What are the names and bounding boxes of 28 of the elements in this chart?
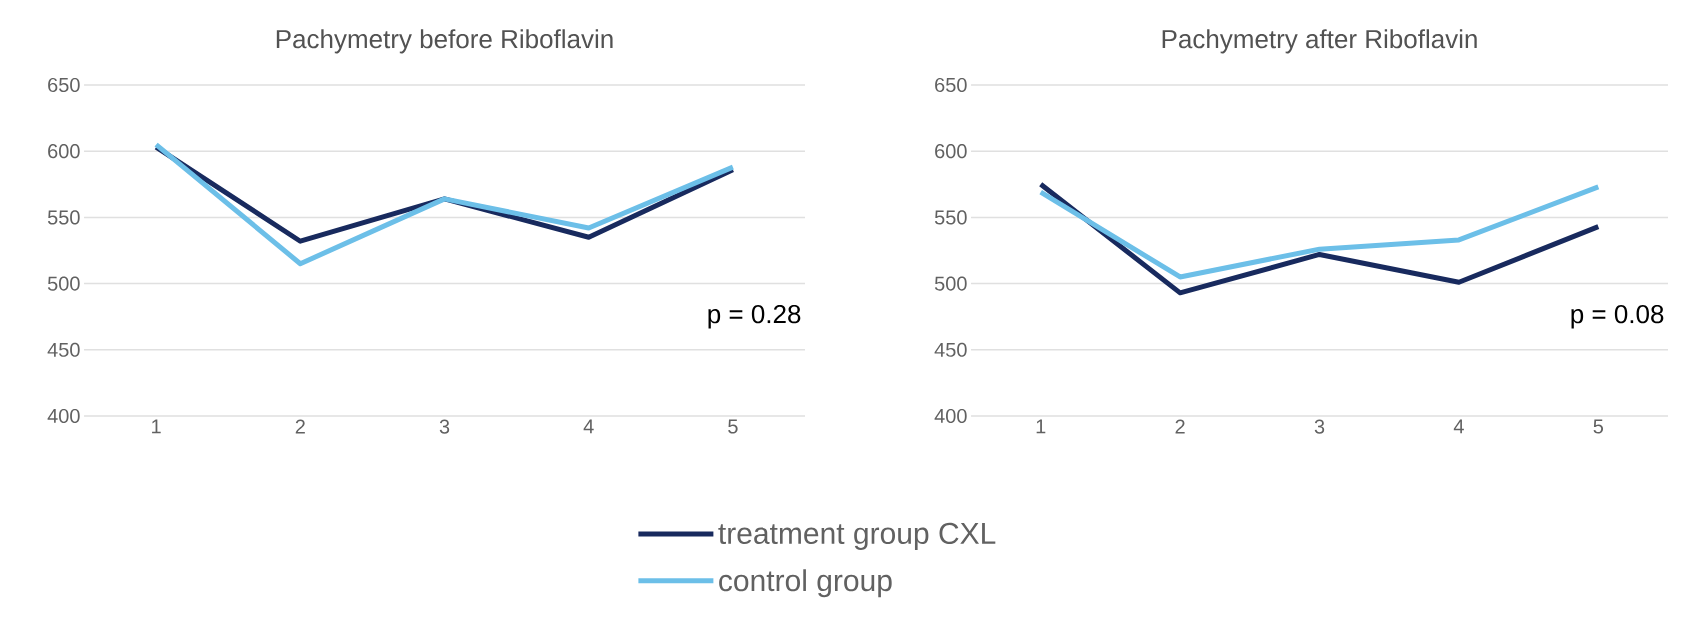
chart-title: Pachymetry after Riboflavin [1162,29,1477,54]
legend-label: control group [719,569,892,598]
chart-title: Pachymetry before Riboflavin [276,29,613,54]
x-tick-label: 4 [1453,419,1464,434]
x-tick-label: 3 [439,419,450,434]
annotation: p = 0.08 [1571,304,1664,329]
y-tick-label: 500 [934,276,967,291]
y-tick-label: 500 [47,276,80,291]
x-tick-label: 5 [1593,419,1604,434]
y-tick-label: 400 [934,408,967,424]
y-tick-label: 550 [934,210,967,225]
y-tick-label: 450 [47,342,80,357]
annotation: p = 0.28 [708,304,801,329]
y-tick-label: 600 [48,144,80,159]
legend-label: treatment group CXL [718,522,996,550]
x-tick-label: 2 [1175,419,1185,434]
y-tick-label: 400 [47,408,80,424]
x-tick-label: 5 [728,419,738,434]
y-tick-label: 650 [48,77,80,93]
y-tick-label: 450 [934,342,967,357]
x-tick-label: 1 [152,419,161,434]
x-tick-label: 4 [583,419,594,434]
x-tick-label: 2 [295,419,305,434]
y-tick-label: 650 [935,77,967,93]
x-tick-label: 3 [1314,419,1325,434]
y-tick-label: 600 [935,144,967,159]
y-tick-label: 550 [47,210,80,225]
x-tick-label: 1 [1036,419,1046,434]
